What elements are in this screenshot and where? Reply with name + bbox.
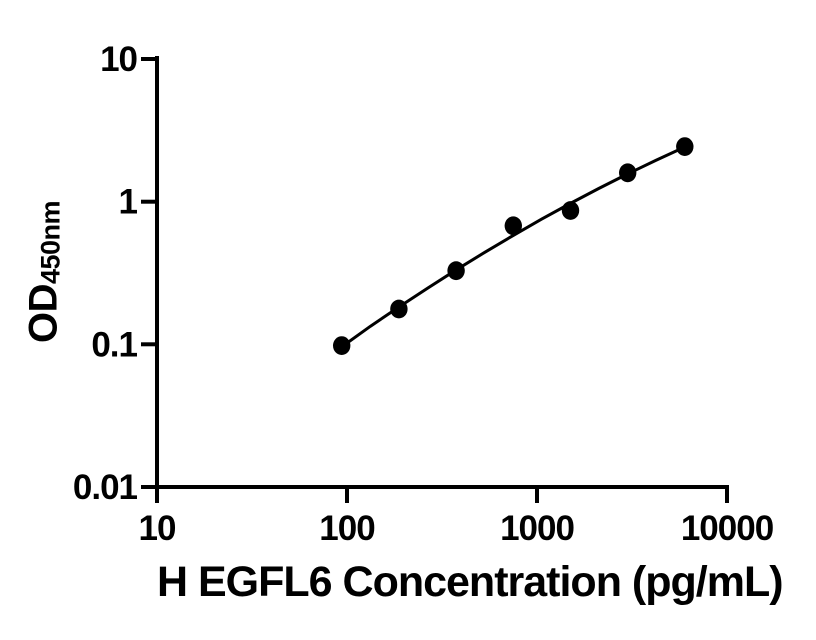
data-point xyxy=(504,216,522,236)
data-point xyxy=(447,261,465,281)
x-tick-label: 100 xyxy=(319,509,375,548)
y-axis-title-main: OD xyxy=(21,284,66,344)
data-point xyxy=(561,201,580,220)
x-axis-title: H EGFL6 Concentration (pg/mL) xyxy=(157,558,784,606)
data-point xyxy=(619,163,637,183)
y-tick-label: 1 xyxy=(119,183,138,222)
data-point xyxy=(390,299,408,319)
x-tick-label: 1000 xyxy=(500,509,574,548)
data-point xyxy=(676,137,694,157)
y-tick-label: 10 xyxy=(100,40,137,79)
data-point xyxy=(333,336,351,355)
y-axis-title: OD450nm xyxy=(22,201,67,343)
y-tick-label: 0.01 xyxy=(73,468,138,507)
x-tick-label: 10 xyxy=(139,509,176,548)
y-tick-label: 0.1 xyxy=(91,325,137,364)
y-axis-title-subscript: 450nm xyxy=(35,200,66,285)
x-tick-label: 10000 xyxy=(681,509,774,548)
